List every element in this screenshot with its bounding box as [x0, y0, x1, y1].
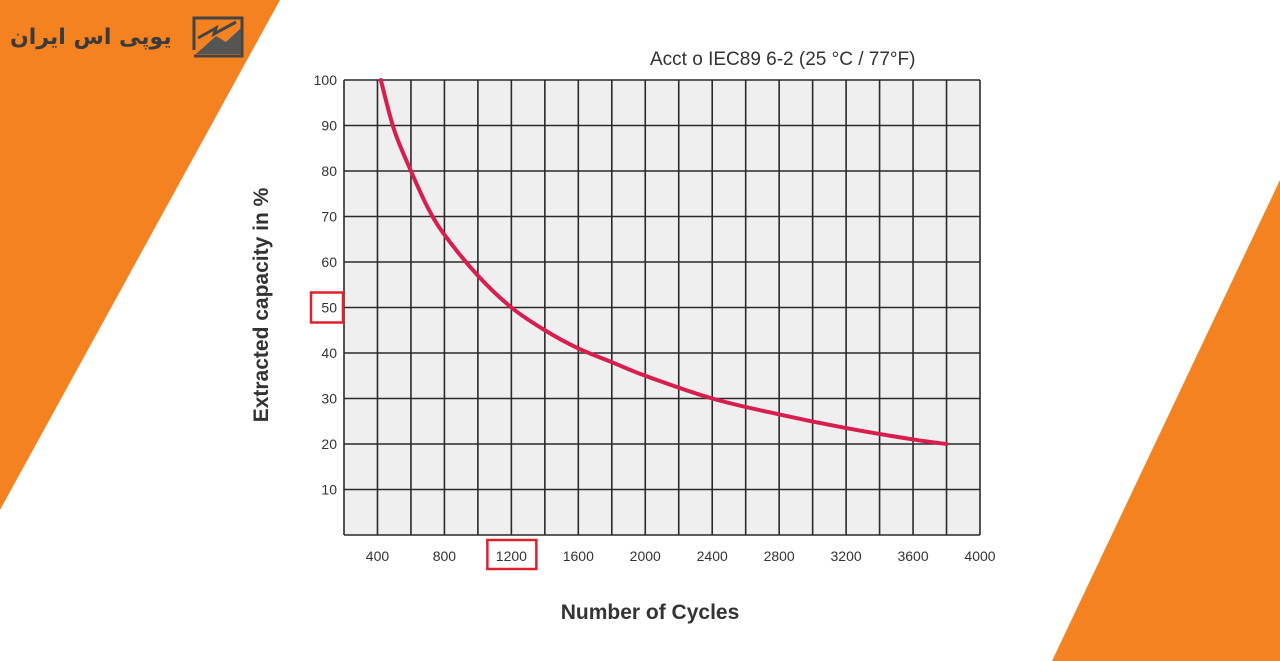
y-tick-label: 30 — [321, 391, 337, 407]
chart-title: Acct o IEC89 6-2 (25 °C / 77°F) — [650, 49, 916, 70]
x-tick-label: 2400 — [697, 548, 728, 564]
y-tick-label: 10 — [321, 482, 337, 498]
y-tick-label: 90 — [321, 118, 337, 134]
lightning-house-icon — [192, 16, 244, 58]
y-tick-label: 50 — [321, 300, 337, 316]
y-tick-label: 70 — [321, 209, 337, 225]
x-tick-label: 1600 — [563, 548, 594, 564]
series-line-capacity — [378, 78, 949, 446]
y-tick-label: 80 — [321, 163, 337, 179]
x-tick-label: 1200 — [496, 548, 527, 564]
x-tick-label: 3200 — [831, 548, 862, 564]
y-tick-label: 40 — [321, 345, 337, 361]
y-tick-highlight — [309, 291, 345, 324]
y-tick-label: 20 — [321, 436, 337, 452]
y-tick-label: 60 — [321, 254, 337, 270]
x-tick-label: 400 — [366, 548, 390, 564]
right-orange-band — [1052, 180, 1280, 661]
x-tick-label: 4000 — [964, 548, 995, 564]
x-tick-label: 3600 — [897, 548, 928, 564]
x-tick-highlight — [486, 538, 538, 571]
x-tick-label: 800 — [433, 548, 457, 564]
brand-logo: یوپی اس ایران — [10, 14, 246, 60]
x-tick-label: 2000 — [630, 548, 661, 564]
logo-text: یوپی اس ایران — [10, 24, 172, 50]
x-tick-label: 2800 — [764, 548, 795, 564]
left-orange-band — [0, 0, 280, 510]
y-tick-label: 100 — [314, 72, 338, 88]
x-axis-label: Number of Cycles — [560, 601, 740, 624]
